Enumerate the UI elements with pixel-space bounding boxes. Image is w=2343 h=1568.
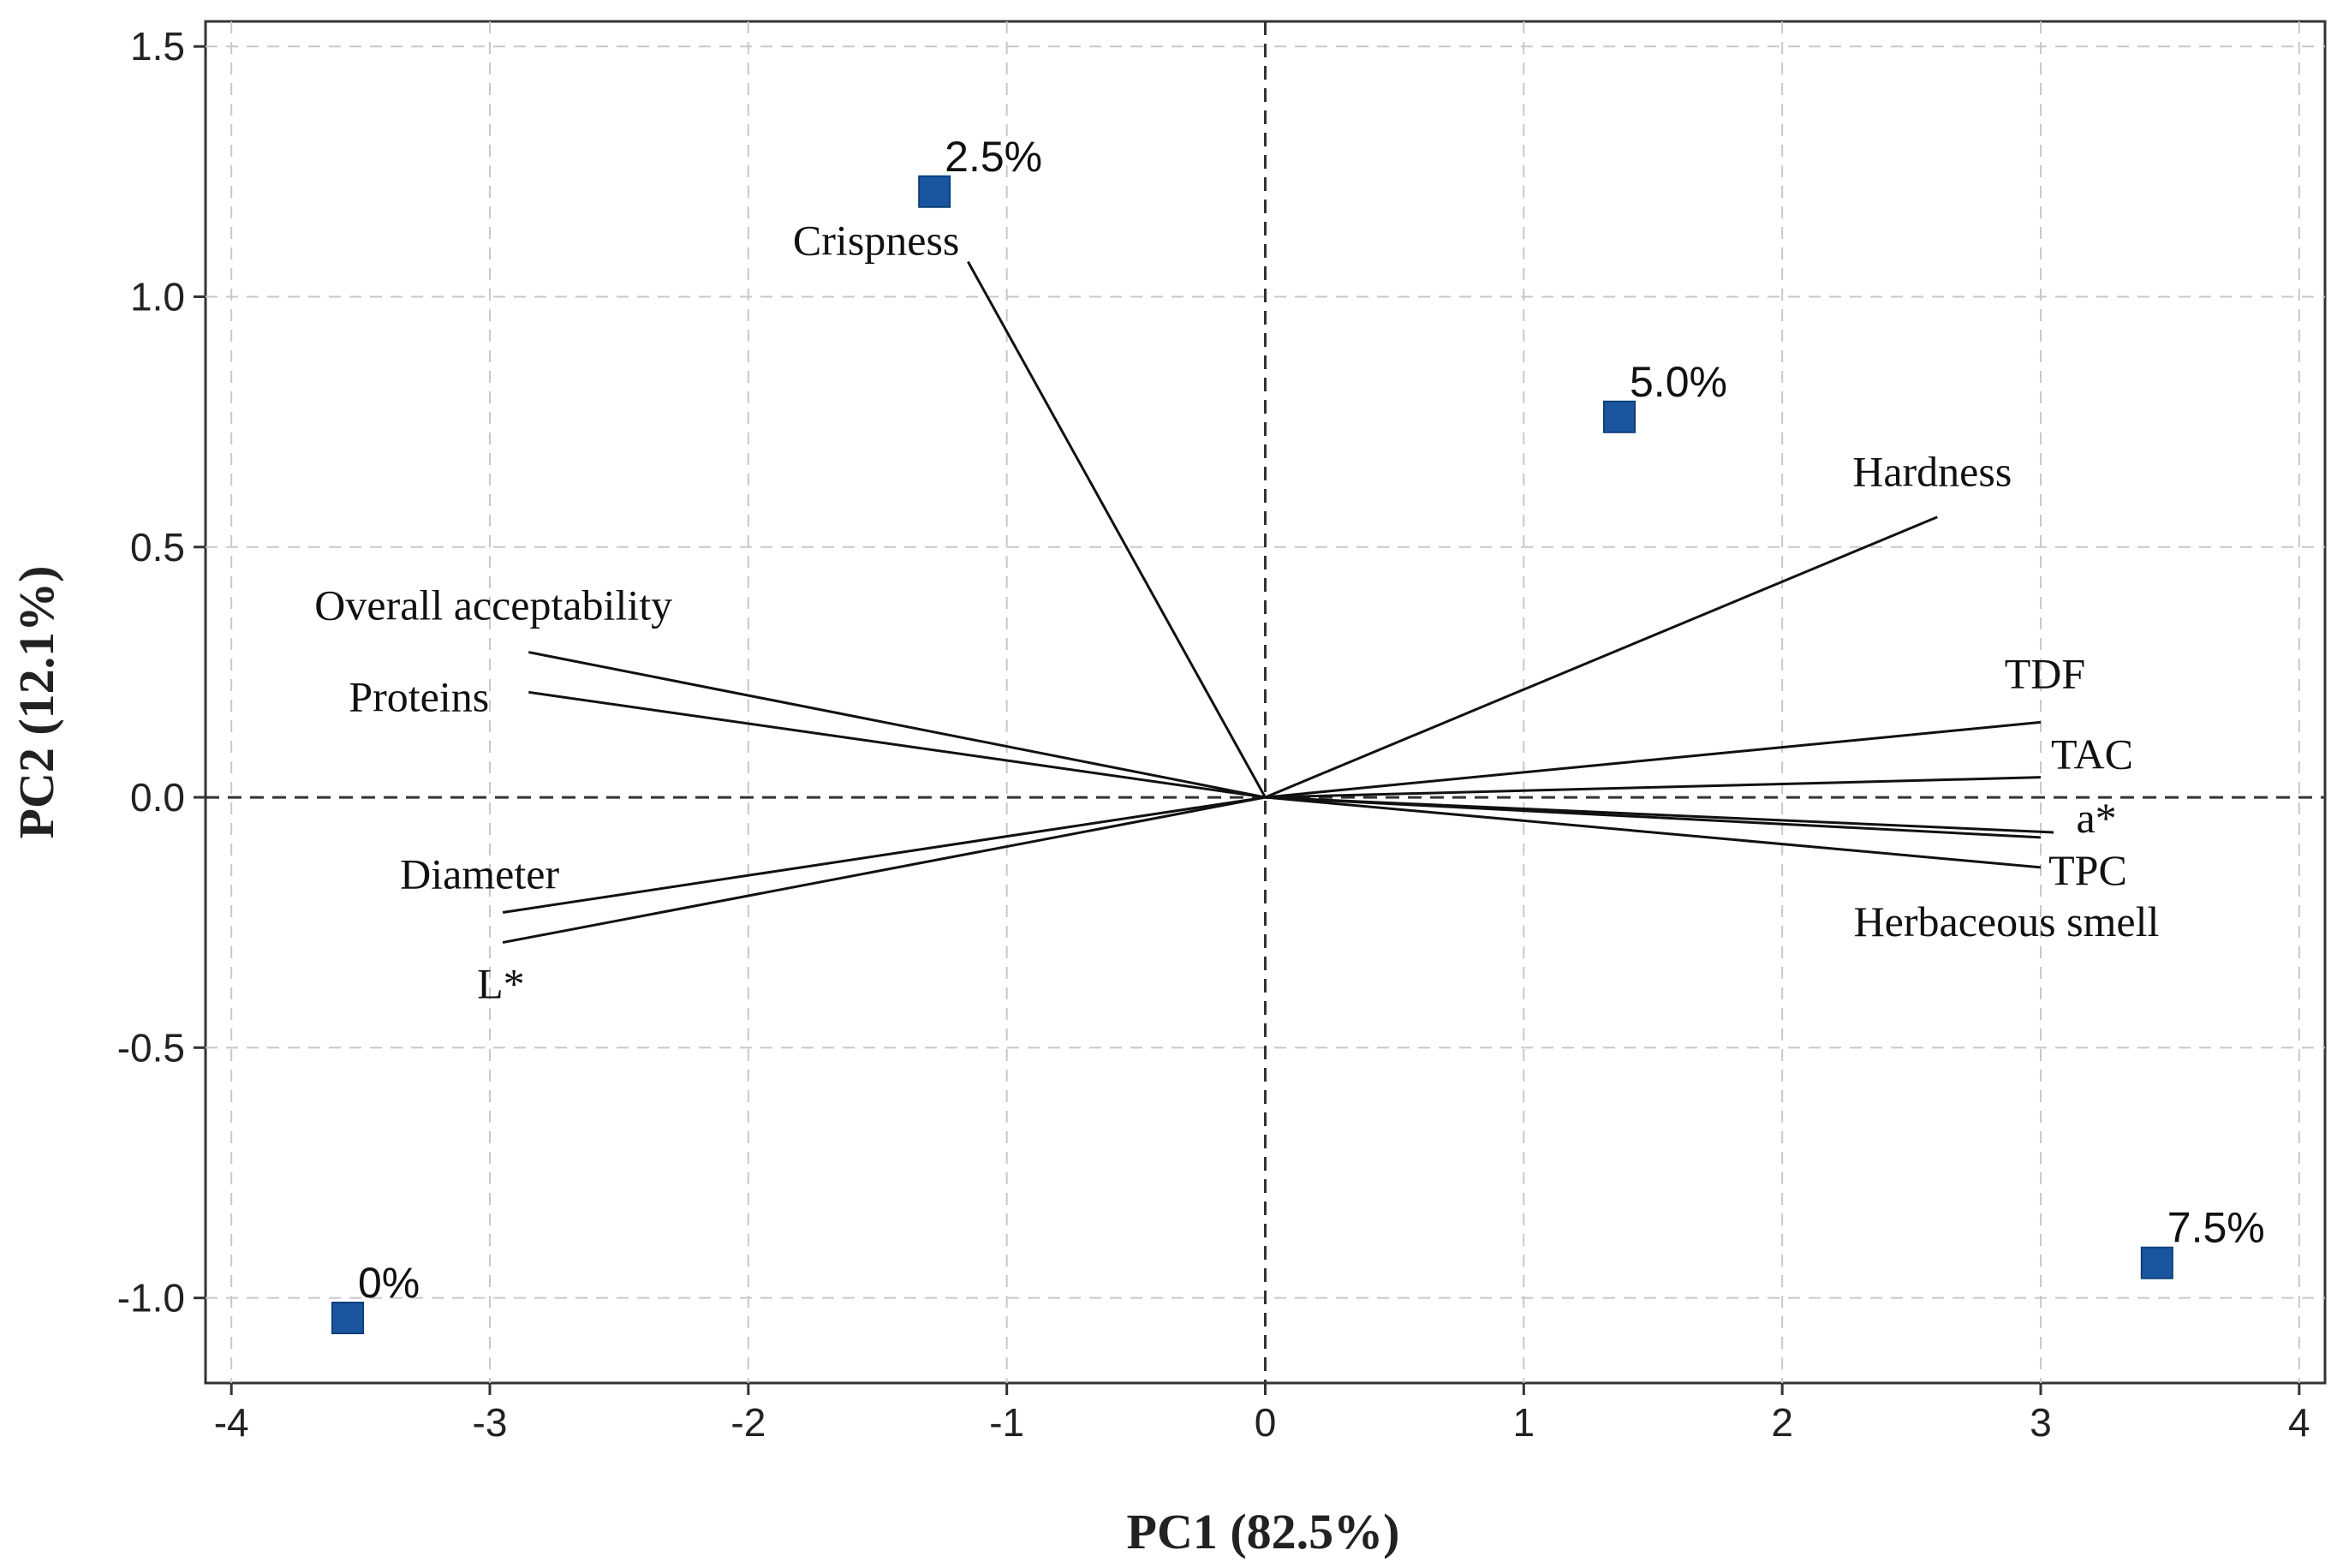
score-points: 0% 2.5% 5.0% 7.5% [331,133,2265,1335]
score-point [2140,1246,2173,1279]
y-tick-label: 0.5 [130,525,185,569]
y-axis-title: PC2 (12.1%) [9,566,64,839]
x-tick-label: -2 [730,1400,766,1445]
vector-label: Proteins [349,672,489,720]
vector-label: Hardness [1852,448,2012,496]
score-point [918,175,951,208]
vector-label: TPC [2048,846,2127,894]
vector-label: TDF [2005,649,2085,697]
y-tick-label: -1.0 [117,1276,185,1321]
vector-label: Herbaceous smell [1854,897,2160,945]
vector-label: Diameter [400,850,559,898]
loading-vector [502,796,1266,945]
y-tick-label: 0.0 [130,775,185,820]
x-tick-label: -3 [473,1400,508,1445]
loading-vector [528,690,1266,799]
loading-vector [1265,796,2042,869]
x-tick-label: -1 [989,1400,1024,1445]
score-point-label: 7.5% [2167,1204,2265,1252]
y-tick-label: -0.5 [117,1025,185,1070]
loading-vector [1265,776,2042,799]
vector-label: TAC [2051,730,2133,778]
score-point-label: 0% [358,1259,420,1307]
axis-ticks: -4 -3 -2 -1 0 1 2 3 4 1.5 1.0 0.5 0.0 -0.5 -1.0 [117,24,2310,1445]
score-point-label: 2.5% [945,133,1042,181]
vector-label: L* [477,960,525,1008]
score-point [331,1302,365,1335]
x-tick-label: 2 [1771,1400,1793,1445]
x-tick-label: 4 [2288,1400,2310,1445]
x-tick-label: 1 [1513,1400,1535,1445]
loading-vector [1265,720,2042,799]
x-tick-label: 0 [1255,1400,1277,1445]
x-tick-label: -4 [214,1400,249,1445]
vector-label: a* [2076,794,2116,842]
y-tick-label: 1.5 [130,24,185,69]
x-axis-title: PC1 (82.5%) [1127,1504,1400,1559]
loading-vector [1265,796,2042,839]
score-point [1603,400,1637,433]
x-tick-label: 3 [2030,1400,2052,1445]
loading-vectors: Crispness Hardness Overall acceptability Pr… [314,217,2159,1008]
score-point-label: 5.0% [1630,358,1727,406]
y-tick-label: 1.0 [130,275,185,319]
vector-label: Crispness [793,217,959,265]
loading-vector [502,796,1266,914]
loading-vector [1264,516,1938,799]
vector-label: Overall acceptability [314,581,672,629]
loading-vector [967,260,1267,798]
loading-vector [528,651,1266,799]
